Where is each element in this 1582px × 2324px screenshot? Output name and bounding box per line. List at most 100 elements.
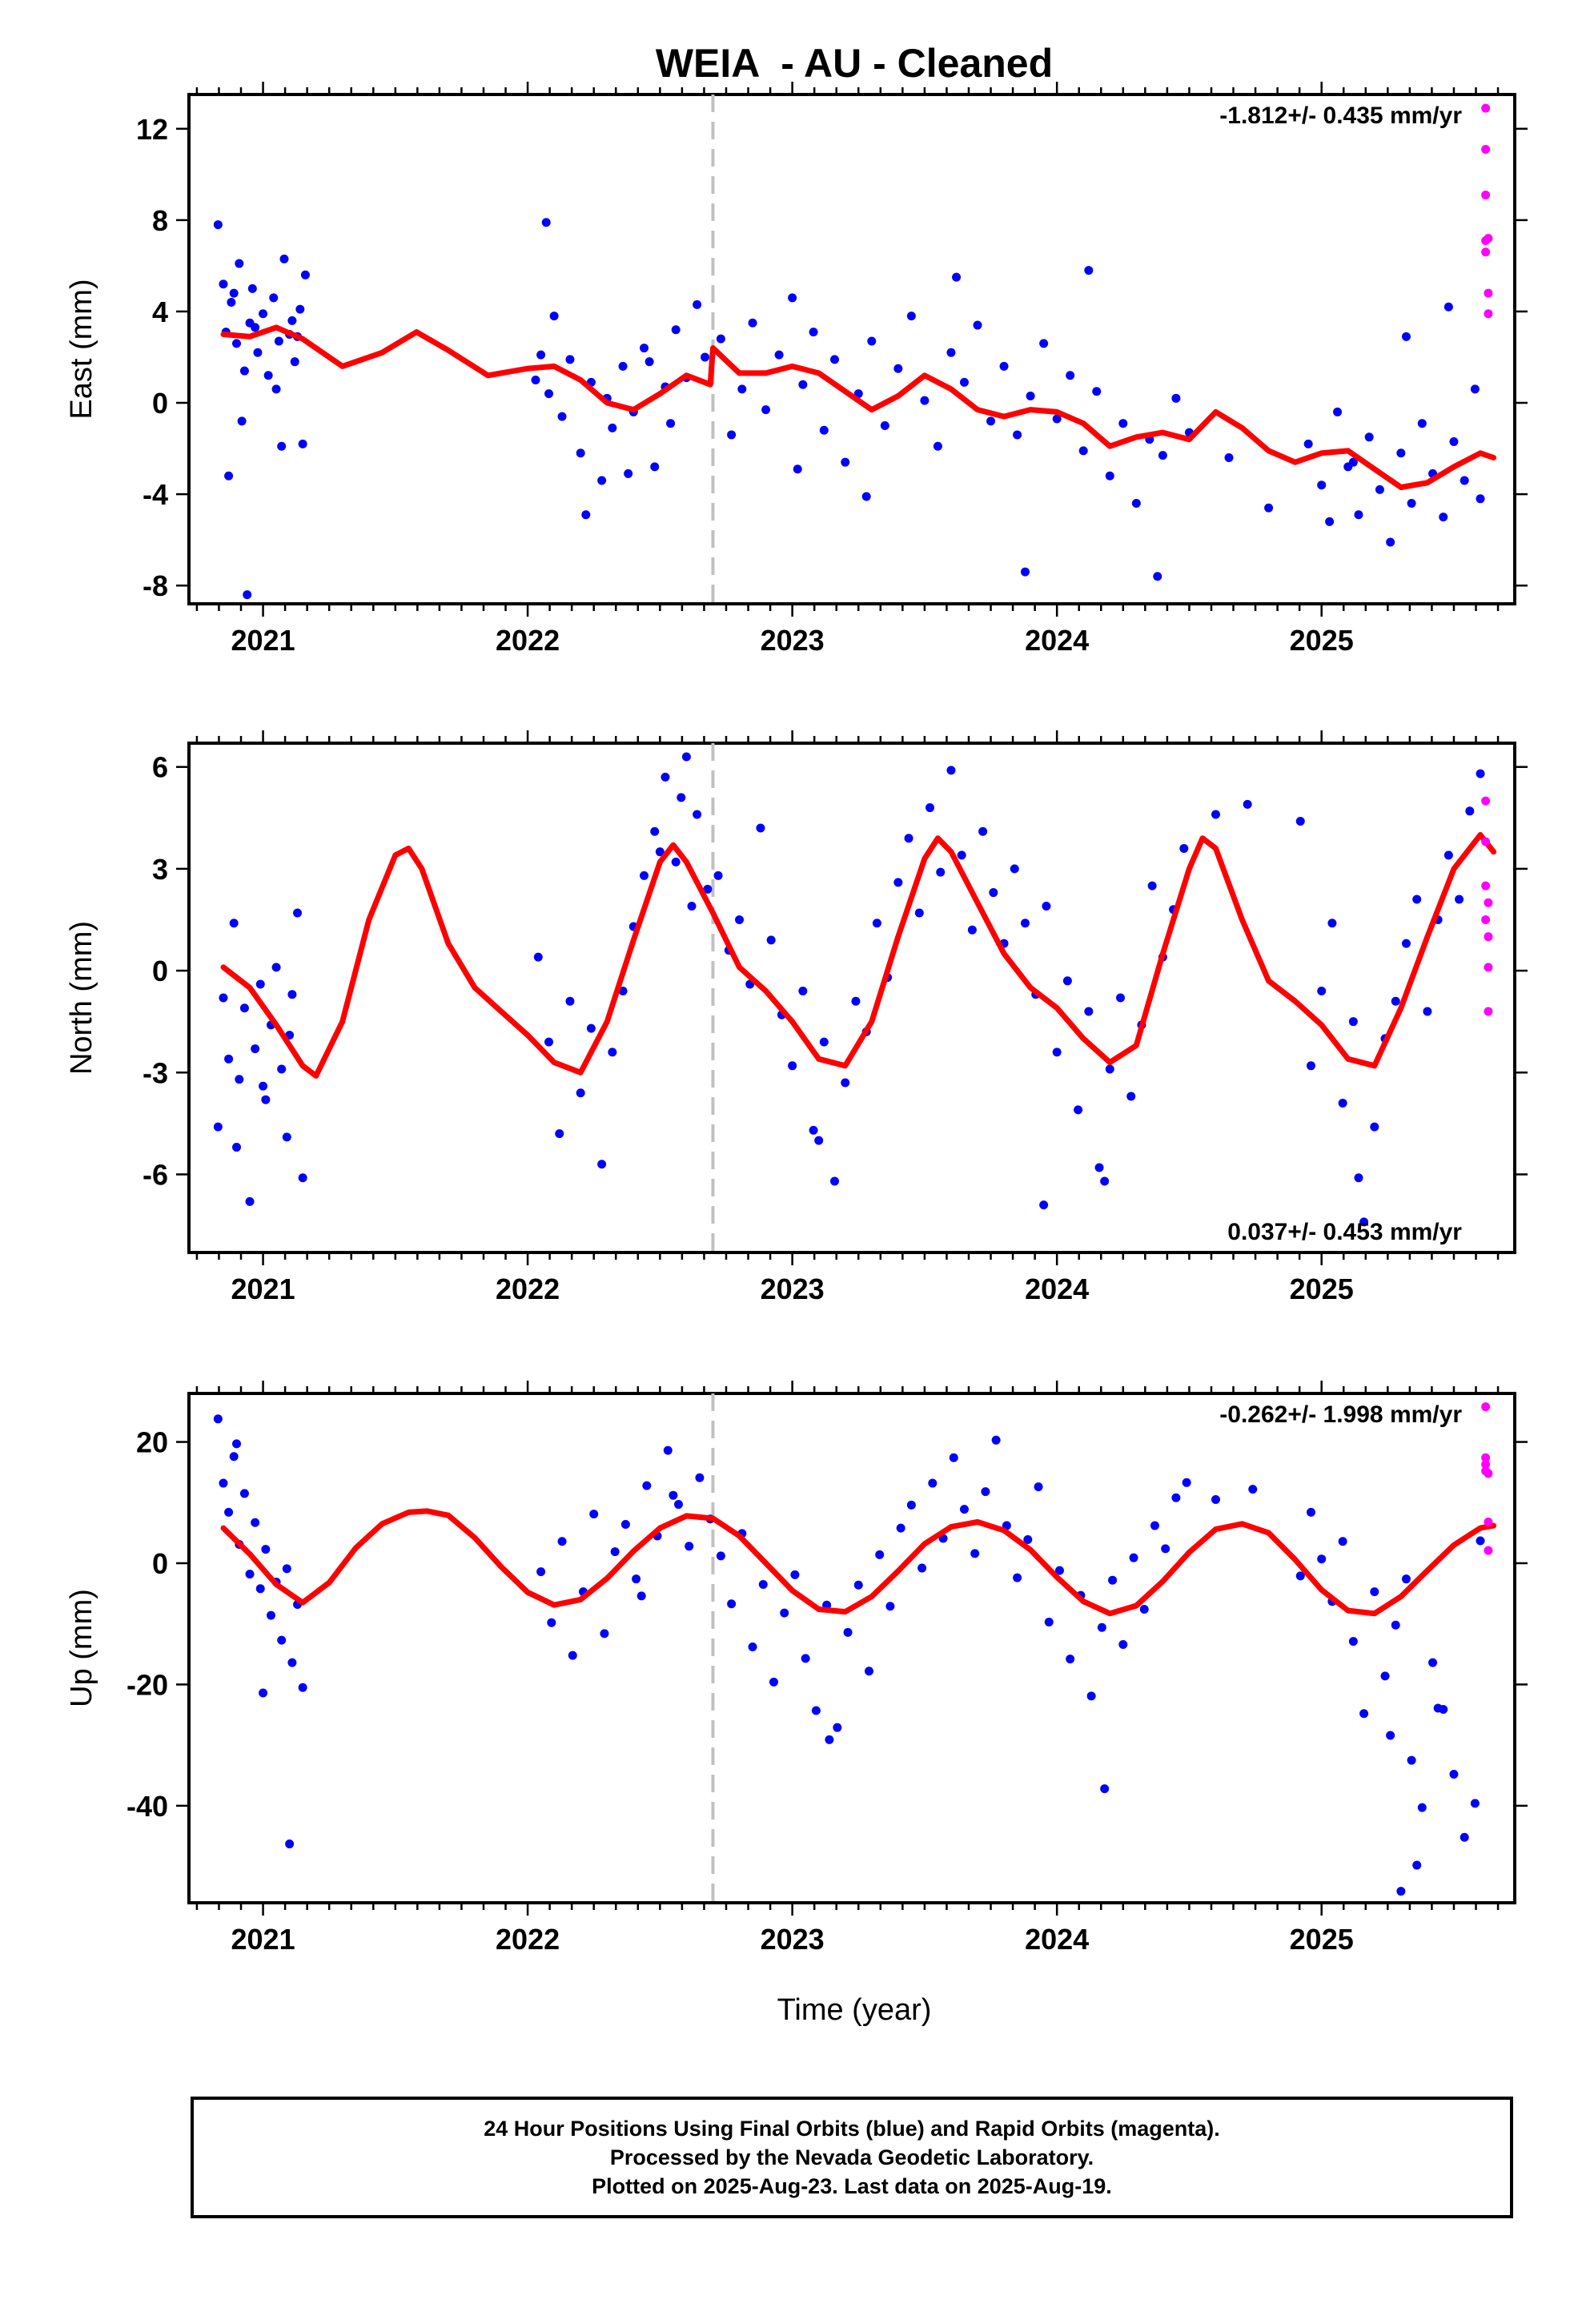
east-final-orbit-point [1417,419,1427,428]
east-final-orbit-point [219,279,228,289]
north-final-orbit-point [914,908,924,918]
north-final-orbit-point [819,1037,829,1047]
east-final-orbit-point [920,396,930,405]
north-final-orbit-point [735,915,745,924]
up-rapid-orbit-point [1481,1402,1491,1412]
up-final-orbit-point [801,1654,810,1663]
east-final-orbit-point [1131,499,1141,509]
up-final-orbit-point [991,1435,1001,1445]
east-final-orbit-point [1171,393,1181,403]
east-final-orbit-point [251,323,260,332]
north-final-orbit-point [287,990,297,999]
north-model-curve [220,832,1497,1079]
north-final-orbit-point [1062,976,1072,986]
east-final-orbit-point [1026,391,1035,400]
east-final-orbit-point [1348,457,1358,467]
east-final-orbit-point [793,464,802,474]
east-final-orbit-point [640,344,649,353]
up-rapid-orbit-point [1484,1469,1493,1478]
north-rapid-orbit-point [1484,1007,1493,1016]
east-y-axis-label: East (mm) [65,279,98,419]
east-final-orbit-point [565,355,575,364]
east-final-orbit-point [300,270,310,279]
north-final-orbit-point [245,1196,255,1206]
north-final-orbit-point [957,850,966,860]
north-final-orbit-point [1348,1017,1358,1027]
footer-box: 24 Hour Positions Using Final Orbits (bl… [191,2097,1513,2218]
east-final-orbit-point [893,364,903,373]
up-final-orbit-point [1129,1553,1138,1562]
up-x-tick-label: 2022 [496,1923,560,1956]
east-final-orbit-point [1470,384,1480,394]
north-final-orbit-point [224,1054,234,1063]
up-final-orbit-point [917,1563,927,1573]
north-final-orbit-point [533,952,543,962]
east-final-orbit-point [761,405,771,415]
east-x-tick-label: 2025 [1290,624,1354,657]
east-final-orbit-point [269,293,279,303]
north-final-orbit-point [1317,987,1327,996]
east-final-orbit-point [1039,339,1049,348]
up-final-orbit-point [1433,1703,1443,1713]
north-final-orbit-point [655,847,665,857]
east-final-orbit-point [581,510,591,520]
east-rapid-orbit-point [1481,144,1491,154]
up-final-orbit-point [1066,1655,1075,1664]
north-final-orbit-point [798,987,808,996]
east-final-orbit-point [841,457,850,467]
east-final-orbit-point [541,218,551,227]
east-final-orbit-point [279,254,289,263]
east-final-orbit-point [271,384,281,394]
up-final-orbit-point [1211,1495,1220,1504]
up-y-tick-label: 20 [136,1426,168,1459]
up-final-orbit-point [1100,1784,1110,1794]
up-final-orbit-point [1171,1493,1181,1502]
north-final-orbit-point [1074,1105,1083,1115]
up-final-orbit-point [811,1706,821,1715]
north-final-orbit-point [1094,1163,1104,1172]
north-final-orbit-point [851,996,861,1006]
north-final-orbit-point [1179,843,1189,853]
north-rapid-orbit-point [1484,932,1493,942]
up-final-orbit-point [536,1567,546,1577]
east-final-orbit-point [671,325,681,335]
north-final-orbit-point [1370,1122,1379,1132]
up-final-orbit-point [1417,1803,1427,1812]
up-final-orbit-point [266,1610,275,1620]
up-y-tick-label: -20 [126,1668,168,1701]
north-final-orbit-point [1391,996,1400,1006]
north-final-orbit-point [756,823,765,833]
figure: WEIA - AU - Cleaned 2021 2022 2023 2024 2025… [65,41,1528,2027]
up-y-axis-label: Up (mm) [65,1589,98,1707]
north-rapid-orbit-point [1481,881,1491,891]
east-rate-label: -1.812+/- 0.435 mm/yr [1219,103,1462,129]
north-final-orbit-point [677,793,686,802]
up-rapid-orbit-point [1484,1518,1493,1527]
north-final-orbit-point [1039,1200,1049,1210]
up-x-tick-label: 2023 [761,1923,825,1956]
up-final-orbit-point [1338,1537,1347,1546]
up-final-orbit-point [1460,1832,1469,1842]
north-final-orbit-point [640,870,649,880]
east-y-tick-label: 4 [152,296,168,328]
up-final-orbit-point [298,1683,307,1692]
up-final-orbit-point [748,1642,757,1651]
up-final-orbit-point [906,1500,916,1510]
north-x-tick-label: 2021 [231,1273,295,1305]
east-final-orbit-point [737,384,747,394]
up-final-orbit-point [1317,1554,1327,1564]
footer-line-2: Processed by the Nevada Geodetic Laborat… [609,2145,1094,2169]
up-model-curve [220,1508,1497,1617]
up-final-orbit-point [600,1629,609,1638]
up-final-orbit-point [1248,1485,1258,1494]
north-rapid-orbit-point [1484,898,1493,907]
north-final-orbit-point [788,1061,797,1071]
north-final-orbit-point [872,919,881,928]
north-final-orbit-point [830,1176,840,1186]
up-final-orbit-point [1118,1639,1128,1649]
north-final-orbit-point [277,1064,287,1074]
east-final-orbit-point [906,312,916,321]
east-x-tick-label: 2022 [496,624,560,657]
up-final-orbit-point [1044,1617,1054,1626]
north-panel: 2021 2022 2023 2024 2025 -6 -3 0 3 6 North (mm) 0.0… [65,730,1528,1305]
